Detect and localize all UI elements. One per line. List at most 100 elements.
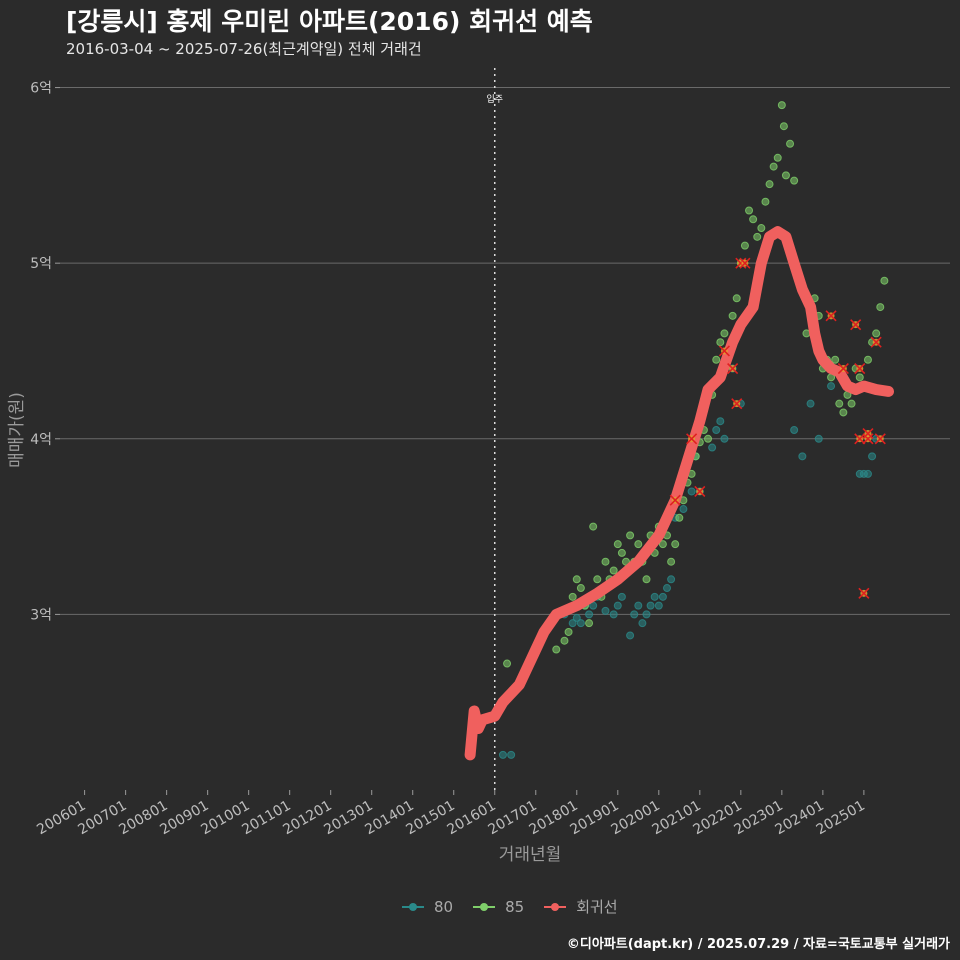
regression-line — [464, 226, 894, 761]
scatter-point-85 — [761, 197, 770, 206]
scatter-point-85 — [593, 575, 602, 584]
scatter-point-85 — [779, 122, 788, 131]
scatter-point-85 — [617, 548, 626, 557]
outlier-x-mark — [825, 310, 837, 322]
scatter-point-85 — [855, 373, 864, 382]
legend: 80 85 회귀선 — [400, 896, 636, 917]
scatter-point-85 — [876, 303, 885, 312]
legend-label-80: 80 — [434, 897, 454, 916]
scatter-point-85 — [880, 276, 889, 285]
scatter-point-80 — [576, 619, 585, 628]
scatter-point-85 — [572, 575, 581, 584]
legend-item-regression: 회귀선 — [542, 896, 618, 917]
scatter-point-85 — [786, 139, 795, 148]
y-tick-label: 5억 — [30, 256, 52, 272]
scatter-point-80 — [572, 613, 581, 622]
scatter-point-80 — [585, 610, 594, 619]
scatter-point-85 — [560, 636, 569, 645]
scatter-point-80 — [790, 426, 799, 434]
scatter-point-85 — [740, 241, 749, 250]
outlier-x-mark — [686, 433, 698, 445]
annotation-label: 입주 — [486, 93, 503, 105]
scatter-point-80 — [642, 610, 651, 619]
scatter-point-85 — [613, 540, 622, 549]
scatter-point-85 — [839, 408, 848, 417]
scatter-point-85 — [675, 513, 684, 522]
scatter-point-85 — [863, 355, 872, 364]
scatter-point-85 — [626, 531, 635, 540]
scatter-point-80 — [712, 426, 721, 434]
scatter-point-80 — [720, 434, 729, 443]
outlier-x-mark — [862, 433, 874, 445]
scatter-point-80 — [716, 417, 725, 426]
chart-subtitle: 2016-03-04 ~ 2025-07-26(최근계약일) 전체 거래건 — [66, 40, 422, 58]
scatter-point-85 — [634, 540, 643, 549]
outlier-x-mark — [858, 587, 870, 599]
scatter-point-85 — [749, 215, 758, 224]
scatter-point-85 — [716, 338, 725, 347]
scatter-point-80 — [650, 592, 659, 601]
scatter-point-85 — [831, 355, 840, 364]
scatter-point-80 — [613, 601, 622, 610]
scatter-point-80 — [617, 592, 626, 601]
scatter-point-85 — [720, 329, 729, 338]
scatter-point-85 — [503, 659, 512, 668]
outlier-x-mark — [837, 362, 849, 375]
outlier-x-mark — [694, 485, 706, 498]
scatter-point-80 — [708, 443, 717, 452]
scatter-point-85 — [601, 557, 610, 566]
scatter-point-85 — [564, 627, 573, 636]
outlier-x-mark — [854, 362, 866, 375]
outlier-x-mark — [870, 336, 882, 348]
legend-item-80: 80 — [400, 897, 453, 917]
scatter-point-85 — [745, 206, 754, 215]
scatter-point-80 — [663, 584, 672, 593]
outlier-x-mark — [739, 257, 751, 269]
x-axis-title: 거래년월 — [499, 845, 562, 865]
scatter-point-80 — [626, 631, 635, 640]
outlier-x-mark — [874, 433, 886, 445]
scatter-point-80 — [667, 575, 676, 584]
legend-key-85-icon — [471, 897, 497, 917]
grid-lines — [60, 87, 950, 615]
scatter-point-80 — [806, 399, 815, 408]
legend-label-regression: 회귀선 — [576, 898, 618, 916]
scatter-point-85 — [732, 294, 741, 303]
scatter-point-80 — [687, 487, 696, 496]
scatter-point-85 — [568, 592, 577, 601]
chart-title: [강릉시] 홍제 우미린 아파트(2016) 회귀선 예측 — [66, 7, 593, 36]
scatter-point-85 — [712, 355, 721, 364]
scatter-point-80 — [863, 469, 872, 478]
scatter-point-85 — [773, 153, 782, 162]
scatter-point-80 — [646, 601, 655, 610]
legend-item-85: 85 — [471, 897, 524, 917]
outlier-x-mark — [718, 345, 730, 357]
scatter-point-80 — [601, 606, 610, 615]
scatter-point-80 — [868, 452, 877, 461]
outlier-x-mark — [854, 433, 866, 445]
scatter-point-85 — [704, 434, 713, 443]
y-axis-title: 매매가(원) — [7, 392, 27, 468]
scatter-point-85 — [835, 399, 844, 408]
scatter-point-85 — [781, 171, 790, 180]
scatter-point-80 — [498, 750, 507, 759]
outlier-x-mark — [727, 362, 739, 375]
scatter-point-80 — [609, 610, 618, 619]
footer-credit: ©디아파트(dapt.kr) / 2025.07.29 / 자료=국토교통부 실… — [566, 937, 950, 952]
outlier-x-mark — [850, 319, 862, 331]
scatter-point-80 — [568, 619, 577, 628]
scatter-point-85 — [552, 645, 561, 654]
scatter-point-80 — [507, 750, 516, 759]
scatter-point-85 — [609, 566, 618, 575]
scatter-point-80 — [679, 505, 688, 514]
scatter-point-80 — [814, 434, 823, 443]
scatter-point-85 — [589, 522, 598, 531]
legend-label-85: 85 — [505, 897, 525, 916]
scatter-point-85 — [658, 540, 667, 549]
outlier-x-mark — [731, 398, 743, 410]
scatter-point-85 — [728, 311, 737, 320]
outlier-layer — [669, 257, 886, 599]
legend-key-80-icon — [400, 897, 426, 917]
scatter-point-85 — [585, 619, 594, 628]
